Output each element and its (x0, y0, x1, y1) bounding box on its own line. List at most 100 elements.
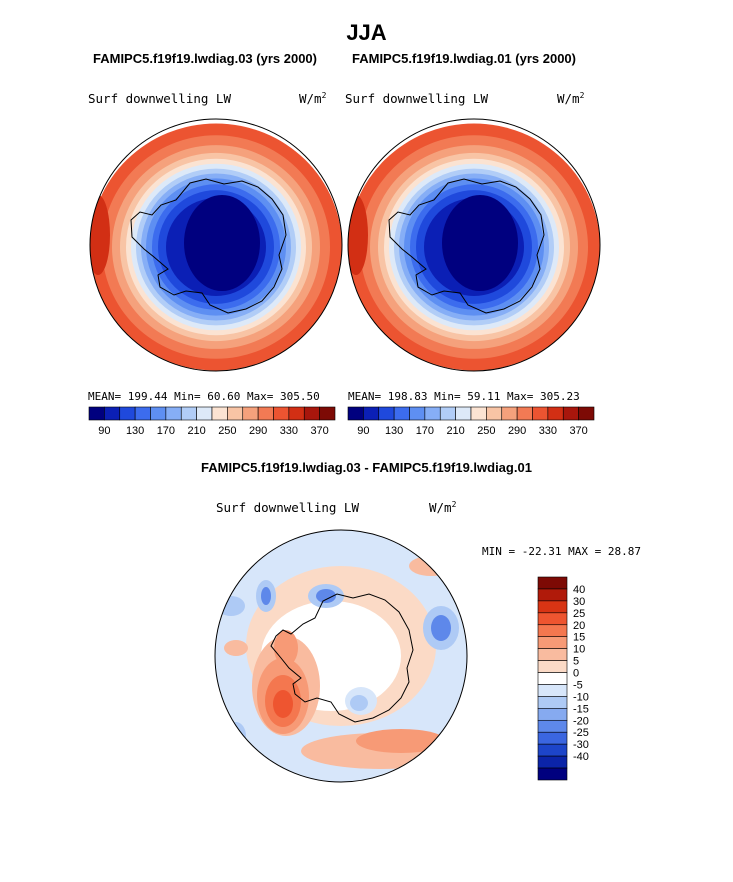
colorbar-swatch (104, 406, 121, 421)
colorbar-tick-label: 10 (573, 644, 585, 656)
colorbar-swatch (347, 406, 364, 421)
right-units-label: W/m2 (557, 91, 584, 106)
colorbar-tick-label: -30 (573, 739, 589, 751)
colorbar-tick-label: 20 (573, 620, 585, 632)
map-left-border (89, 118, 343, 372)
colorbar-tick-label: 370 (569, 425, 587, 437)
colorbar-tick-label: 250 (477, 425, 495, 437)
colorbar-swatch (537, 731, 568, 745)
colorbar-tick-label: 90 (98, 425, 110, 437)
right-variable-label: Surf downwelling LW (345, 91, 488, 106)
colorbar-swatch (211, 406, 228, 421)
colorbar-swatch (537, 588, 568, 602)
colorbar-swatch (165, 406, 182, 421)
map-right-border (347, 118, 601, 372)
colorbar-swatch (537, 636, 568, 649)
colorbar-swatch (303, 406, 320, 421)
colorbar-swatch (470, 406, 487, 421)
colorbar-swatch (537, 684, 568, 697)
colorbar-tick-label: 15 (573, 632, 585, 644)
difference-units-exp: 2 (451, 500, 457, 509)
colorbar-swatch (134, 406, 151, 421)
colorbar-swatch (537, 648, 568, 661)
colorbar-swatch (424, 406, 441, 421)
contour-band-max (348, 195, 368, 275)
colorbar-swatch (537, 672, 568, 685)
colorbar-tick-label: 170 (416, 425, 434, 437)
colorbar-left: 90 130 170 210 250 290 330 370 (88, 406, 336, 437)
colorbar-swatch (119, 406, 136, 421)
colorbar-tick-label: 130 (385, 425, 403, 437)
colorbar-tick-label: 290 (508, 425, 526, 437)
colorbar-tick-label: 30 (573, 596, 585, 608)
colorbar-swatch (501, 406, 518, 421)
difference-header: FAMIPC5.f19f19.lwdiag.03 - FAMIPC5.f19f1… (201, 460, 532, 475)
colorbar-tick-label: 5 (573, 656, 579, 668)
left-units-label: W/m2 (299, 91, 326, 106)
colorbar-swatch (578, 406, 595, 421)
map-right (347, 118, 601, 372)
colorbar-tick-label: 40 (573, 584, 585, 596)
colorbar-tick-label: 170 (157, 425, 175, 437)
colorbar-swatch (537, 767, 568, 781)
colorbar-swatch (288, 406, 305, 421)
colorbar-swatch (486, 406, 503, 421)
colorbar-tick-label: -40 (573, 751, 589, 763)
colorbar-swatch (378, 406, 395, 421)
colorbar-swatch (547, 406, 564, 421)
left-units-base: W/m (299, 91, 322, 107)
colorbar-tick-label: -20 (573, 715, 589, 727)
colorbar-swatch (196, 406, 213, 421)
colorbar-swatch (180, 406, 197, 421)
difference-minmax: MIN = -22.31 MAX = 28.87 (482, 545, 641, 558)
colorbar-swatch (257, 406, 274, 421)
colorbar-swatch (409, 406, 426, 421)
colorbar-swatch (537, 755, 568, 769)
right-panel-header: FAMIPC5.f19f19.lwdiag.01 (yrs 2000) (352, 51, 576, 66)
left-variable-label: Surf downwelling LW (88, 91, 231, 106)
colorbar-swatch (537, 719, 568, 733)
left-units-exp: 2 (321, 91, 327, 100)
colorbar-swatch (537, 576, 568, 590)
left-stats: MEAN= 199.44 Min= 60.60 Max= 305.50 (88, 390, 320, 403)
colorbar-swatch (532, 406, 549, 421)
colorbar-tick-label: 90 (357, 425, 369, 437)
difference-units-label: W/m2 (429, 500, 456, 515)
colorbar-tick-label: 330 (539, 425, 557, 437)
colorbar-swatch (88, 406, 105, 421)
left-panel-header: FAMIPC5.f19f19.lwdiag.03 (yrs 2000) (93, 51, 317, 66)
colorbar-tick-label: 210 (187, 425, 205, 437)
map-left (89, 118, 343, 372)
difference-units-base: W/m (429, 500, 452, 516)
difference-variable-label: Surf downwelling LW (216, 500, 359, 515)
colorbar-tick-label: 25 (573, 608, 585, 620)
colorbar-swatch (537, 708, 568, 721)
colorbar-swatch (537, 743, 568, 757)
antarctica-coastline-right (388, 178, 545, 314)
right-stats: MEAN= 198.83 Min= 59.11 Max= 305.23 (348, 390, 580, 403)
map-difference-border (214, 529, 468, 783)
colorbar-swatch (537, 696, 568, 709)
season-title: JJA (346, 20, 387, 45)
antarctica-coastline-difference (270, 593, 414, 723)
colorbar-swatch (537, 612, 568, 626)
colorbar-swatch (273, 406, 290, 421)
contour-band-min (442, 195, 518, 291)
colorbar-swatch (516, 406, 533, 421)
colorbar-swatch (150, 406, 167, 421)
colorbar-swatch (242, 406, 259, 421)
colorbar-tick-label: -15 (573, 703, 589, 715)
colorbar-tick-label: 210 (446, 425, 464, 437)
colorbar-tick-label: 250 (218, 425, 236, 437)
colorbar-swatch (537, 600, 568, 614)
contour-band-min (184, 195, 260, 291)
colorbar-swatch (455, 406, 472, 421)
colorbar-swatch (537, 624, 568, 638)
colorbar-swatch (363, 406, 380, 421)
contour-band-max (90, 195, 110, 275)
colorbar-swatch (439, 406, 456, 421)
colorbar-tick-label: 130 (126, 425, 144, 437)
colorbar-swatch (227, 406, 244, 421)
